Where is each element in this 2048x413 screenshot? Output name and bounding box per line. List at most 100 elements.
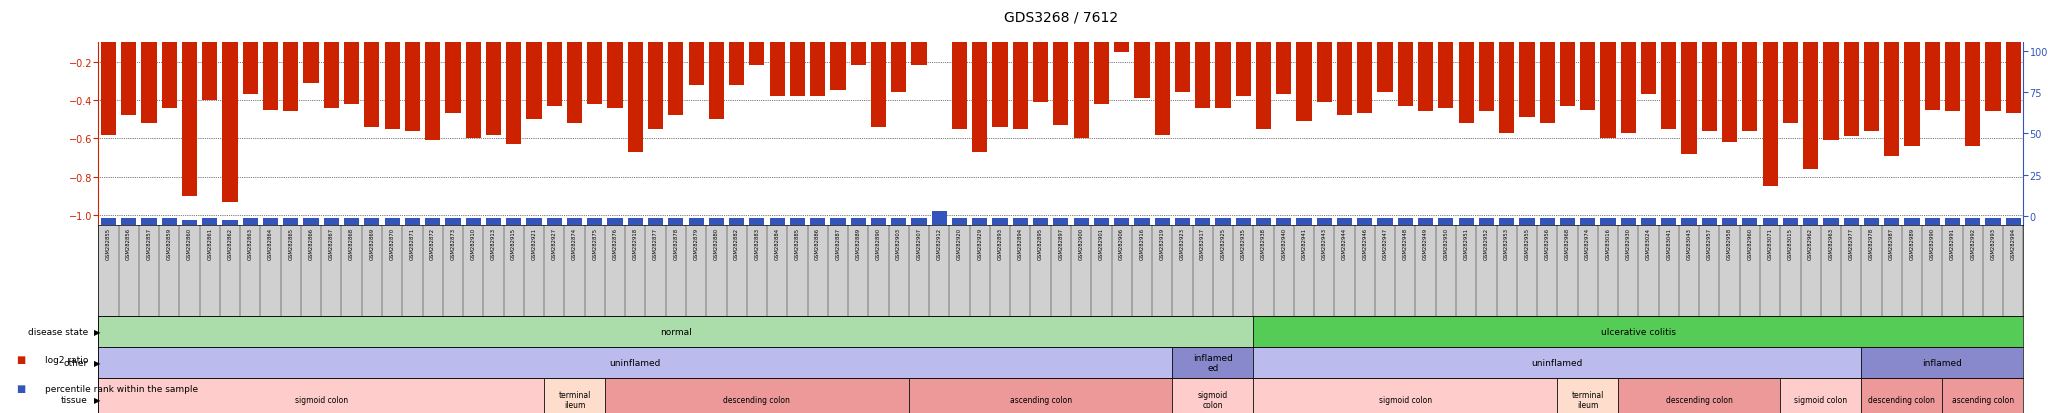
Bar [182,220,197,225]
Text: GSM282919: GSM282919 [1159,228,1165,260]
Bar [1864,24,1878,131]
Text: GSM282957: GSM282957 [1706,228,1712,260]
Bar [1114,218,1128,225]
Text: GSM282946: GSM282946 [1362,228,1368,260]
Bar [1135,24,1149,99]
Text: GSM282955: GSM282955 [1524,228,1530,260]
Bar [365,218,379,225]
Bar [162,24,176,108]
Bar [1985,218,2001,225]
Text: GSM282877: GSM282877 [653,228,657,260]
Text: GSM282885: GSM282885 [795,228,801,260]
Text: GSM282879: GSM282879 [694,228,698,260]
Bar [1722,218,1737,225]
Text: percentile rank within the sample: percentile rank within the sample [45,384,199,393]
Bar [162,218,176,225]
Bar [1296,24,1311,122]
Text: GSM282987: GSM282987 [1888,228,1894,260]
Text: GSM282974: GSM282974 [1585,228,1589,260]
Bar [1176,24,1190,93]
Text: GSM282866: GSM282866 [309,228,313,260]
Bar [1253,316,2023,347]
Text: GSM282878: GSM282878 [674,228,678,260]
Bar [223,24,238,202]
Bar [1073,24,1090,139]
Bar [829,218,846,225]
Text: GSM282953: GSM282953 [1503,228,1509,260]
Bar [1214,24,1231,108]
Text: GSM282861: GSM282861 [207,228,213,260]
Bar [365,24,379,128]
Bar [567,24,582,124]
Bar [1561,218,1575,225]
Bar [973,218,987,225]
Bar [1520,24,1534,118]
Bar [1561,24,1575,107]
Bar [98,378,545,413]
Bar [1640,24,1657,95]
Bar [141,24,156,124]
Bar [1540,218,1554,225]
Bar [545,378,604,413]
Text: GSM282951: GSM282951 [1464,228,1468,260]
Bar [1317,24,1331,103]
Bar [1985,24,2001,112]
Bar [1620,24,1636,133]
Text: GSM282855: GSM282855 [106,228,111,260]
Bar [1296,218,1311,225]
Bar [647,24,664,129]
Bar [506,218,522,225]
Bar [1337,24,1352,116]
Bar [1763,218,1778,225]
Text: GSM282864: GSM282864 [268,228,272,260]
Bar [1780,378,1862,413]
Text: GSM283015: GSM283015 [1788,228,1792,260]
Text: GSM282918: GSM282918 [633,228,637,260]
Text: GSM282883: GSM282883 [754,228,760,260]
Bar [1640,218,1657,225]
Text: GSM282993: GSM282993 [1991,228,1995,260]
Bar [1925,24,1939,110]
Text: terminal
ileum: terminal ileum [1571,390,1604,409]
Text: GSM283024: GSM283024 [1647,228,1651,260]
Bar [100,24,117,135]
Bar [870,24,887,128]
Bar [547,24,561,107]
Bar [909,378,1171,413]
Bar [688,218,705,225]
Text: GSM282903: GSM282903 [897,228,901,260]
Bar [303,218,319,225]
Bar [1862,378,1942,413]
Text: GSM282887: GSM282887 [836,228,840,260]
Bar [98,347,1171,378]
Bar [1823,24,1839,141]
Bar [829,24,846,91]
Text: GSM282894: GSM282894 [1018,228,1022,260]
Text: ascending colon: ascending colon [1952,395,2013,404]
Text: inflamed: inflamed [1923,358,1962,367]
Bar [1843,24,1860,137]
Bar [283,24,299,112]
Text: descending colon: descending colon [1868,395,1935,404]
Bar [1053,218,1069,225]
Bar [1884,218,1898,225]
Bar [1581,24,1595,110]
Bar [1235,218,1251,225]
Text: GSM282859: GSM282859 [166,228,172,260]
Bar [911,24,926,66]
Bar [426,24,440,141]
Bar [121,218,137,225]
Bar [770,218,784,225]
Text: GSM282992: GSM282992 [1970,228,1974,260]
Bar [406,24,420,131]
Bar [850,218,866,225]
Bar [1114,24,1128,53]
Text: GSM282906: GSM282906 [1118,228,1124,260]
Bar [729,218,743,225]
Bar [1661,218,1677,225]
Bar [1253,347,1862,378]
Text: GSM282868: GSM282868 [348,228,354,260]
Bar [1556,378,1618,413]
Text: GSM282960: GSM282960 [1747,228,1753,260]
Bar [729,24,743,85]
